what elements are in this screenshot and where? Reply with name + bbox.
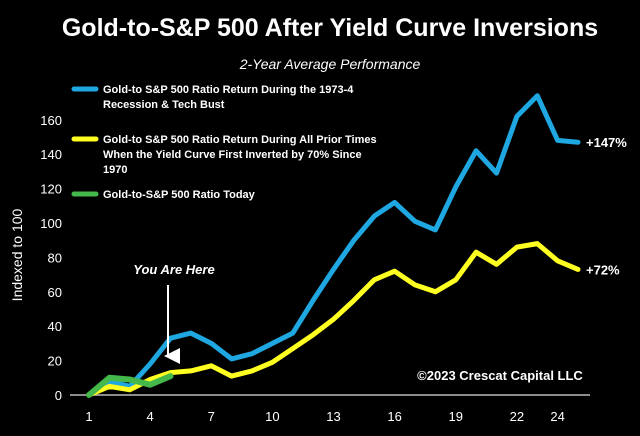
- y-tick-label: 60: [48, 285, 62, 300]
- legend: Gold-to S&P 500 Ratio Return During the …: [71, 84, 377, 201]
- series-end-label-2: +72%: [586, 262, 620, 277]
- series-line-1: [86, 93, 581, 398]
- legend-label-1: Recession & Tech Bust: [103, 99, 225, 111]
- x-tick-label: 10: [265, 409, 279, 424]
- series-line-2: [86, 241, 581, 398]
- x-tick-label: 4: [147, 409, 154, 424]
- x-tick-label: 16: [387, 409, 401, 424]
- y-tick-label: 160: [40, 113, 62, 128]
- you-are-here-label: You Are Here: [133, 262, 214, 277]
- y-tick-label: 100: [40, 216, 62, 231]
- series-lines: [86, 93, 581, 398]
- y-tick-label: 120: [40, 182, 62, 197]
- legend-label-2: Gold-to S&P 500 Ratio Return During All …: [103, 134, 377, 146]
- x-tick-label: 19: [449, 409, 463, 424]
- series-line-3: [86, 373, 174, 398]
- chart-subtitle: 2-Year Average Performance: [239, 56, 421, 72]
- series-end-label-1: +147%: [586, 135, 627, 150]
- y-tick-label: 140: [40, 147, 62, 162]
- y-tick-label: 0: [55, 388, 62, 403]
- x-tick-label: 7: [208, 409, 215, 424]
- x-ticks: 1 4 7 10 13 16 19 22 24: [85, 409, 564, 424]
- y-tick-label: 40: [48, 319, 62, 334]
- legend-label-3: Gold-to-S&P 500 Ratio Today: [103, 189, 256, 201]
- copyright-note: ©2023 Crescat Capital LLC: [417, 368, 583, 383]
- chart-title: Gold-to-S&P 500 After Yield Curve Invers…: [62, 14, 598, 42]
- x-tick-label: 22: [510, 409, 524, 424]
- y-tick-label: 80: [48, 250, 62, 265]
- x-tick-label: 13: [326, 409, 340, 424]
- legend-label-1: Gold-to S&P 500 Ratio Return During the …: [103, 84, 354, 96]
- y-ticks: 0 20 40 60 80 100 120 140 160: [40, 113, 62, 403]
- legend-label-2: When the Yield Curve First Inverted by 7…: [103, 149, 362, 161]
- x-tick-label: 1: [85, 409, 92, 424]
- end-labels: +147% +72%: [586, 135, 627, 277]
- y-tick-label: 20: [48, 354, 62, 369]
- y-axis-label: Indexed to 100: [9, 208, 25, 301]
- legend-label-2: 1970: [103, 164, 127, 176]
- x-tick-label: 24: [550, 409, 564, 424]
